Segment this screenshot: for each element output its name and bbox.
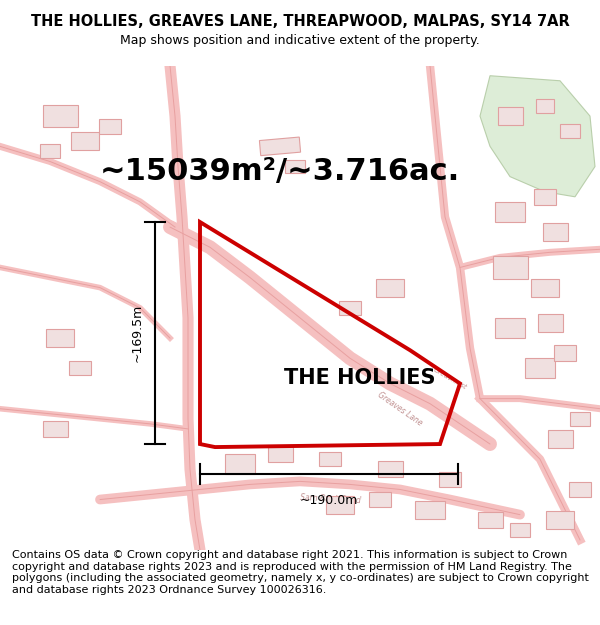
Bar bbox=[40, 144, 60, 159]
Bar bbox=[495, 318, 525, 338]
Bar bbox=[534, 189, 556, 205]
Text: ~15039m²/~3.716ac.: ~15039m²/~3.716ac. bbox=[100, 157, 460, 186]
Bar bbox=[570, 412, 590, 426]
Bar bbox=[339, 301, 361, 315]
Bar bbox=[46, 329, 74, 347]
Bar bbox=[43, 421, 67, 437]
Bar bbox=[542, 223, 568, 241]
Text: Contains OS data © Crown copyright and database right 2021. This information is : Contains OS data © Crown copyright and d… bbox=[12, 550, 589, 595]
Bar bbox=[554, 345, 576, 361]
Polygon shape bbox=[480, 76, 595, 197]
Bar bbox=[493, 256, 527, 279]
Text: Greav...ast: Greav...ast bbox=[432, 366, 468, 391]
Text: Map shows position and indicative extent of the property.: Map shows position and indicative extent… bbox=[120, 34, 480, 48]
Text: THE HOLLIES, GREAVES LANE, THREAPWOOD, MALPAS, SY14 7AR: THE HOLLIES, GREAVES LANE, THREAPWOOD, M… bbox=[31, 14, 569, 29]
Text: Sarn Bank Road: Sarn Bank Road bbox=[299, 494, 361, 506]
Bar bbox=[497, 107, 523, 125]
Bar bbox=[376, 279, 404, 297]
Bar bbox=[495, 202, 525, 222]
Bar bbox=[569, 482, 591, 497]
Text: ~190.0m: ~190.0m bbox=[300, 494, 358, 508]
Bar bbox=[538, 314, 563, 332]
Bar bbox=[69, 361, 91, 376]
Bar bbox=[536, 99, 554, 113]
Bar bbox=[525, 358, 555, 379]
Bar bbox=[285, 161, 305, 172]
Text: ~169.5m: ~169.5m bbox=[131, 304, 143, 362]
Bar bbox=[546, 511, 574, 529]
Bar bbox=[369, 492, 391, 507]
Bar bbox=[415, 501, 445, 519]
Bar bbox=[259, 137, 301, 156]
Bar bbox=[510, 522, 530, 537]
Text: THE HOLLIES: THE HOLLIES bbox=[284, 369, 436, 389]
Bar bbox=[326, 496, 354, 514]
Bar bbox=[548, 430, 572, 448]
Bar bbox=[478, 512, 503, 528]
Bar bbox=[319, 452, 341, 466]
Bar bbox=[225, 454, 255, 474]
Bar bbox=[377, 461, 403, 478]
Bar bbox=[71, 132, 99, 151]
Text: Greaves Lane: Greaves Lane bbox=[376, 390, 424, 428]
Bar bbox=[43, 105, 77, 127]
Bar bbox=[439, 472, 461, 487]
Bar bbox=[99, 119, 121, 134]
Bar bbox=[268, 446, 293, 462]
Bar bbox=[560, 124, 580, 138]
Bar bbox=[531, 279, 559, 297]
